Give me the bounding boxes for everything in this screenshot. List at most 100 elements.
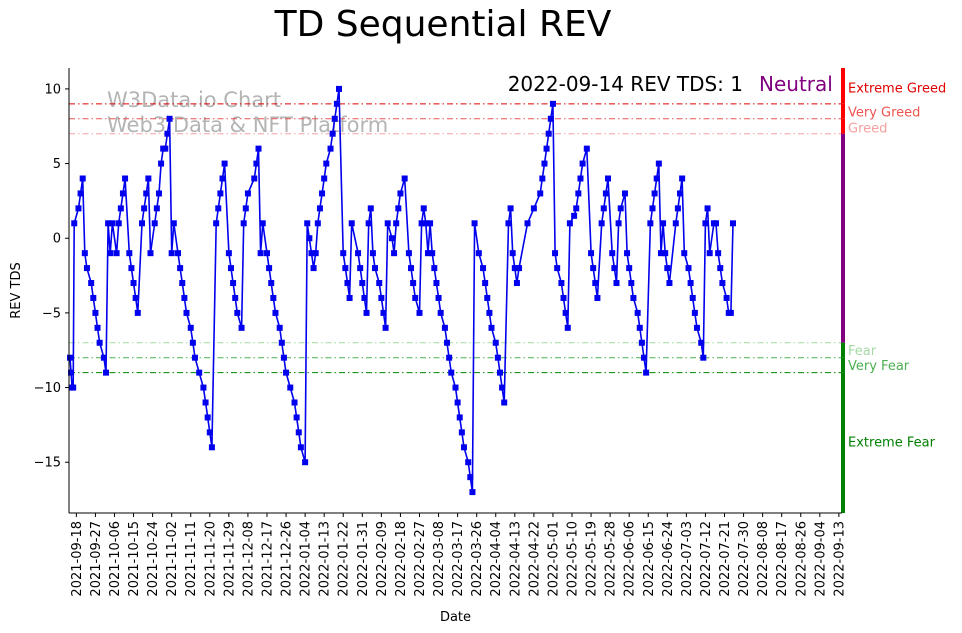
data-point	[327, 145, 334, 152]
data-point	[291, 399, 298, 406]
data-point	[196, 369, 203, 376]
data-point	[71, 220, 78, 227]
data-point	[471, 220, 478, 227]
data-point	[630, 294, 637, 301]
data-point	[181, 294, 188, 301]
data-point	[412, 294, 419, 301]
data-point	[128, 265, 135, 272]
data-point	[361, 294, 368, 301]
data-point	[549, 100, 556, 107]
data-point	[579, 160, 586, 167]
data-point	[657, 250, 664, 257]
data-point	[168, 250, 175, 257]
data-point	[336, 85, 343, 92]
y-tick-label: −15	[34, 456, 61, 471]
data-point	[145, 175, 152, 182]
data-point	[583, 145, 590, 152]
data-point	[70, 384, 77, 391]
data-point	[621, 190, 628, 197]
data-point	[649, 205, 656, 212]
data-point	[227, 265, 234, 272]
data-point	[115, 220, 122, 227]
data-point	[107, 250, 114, 257]
data-point	[312, 250, 319, 257]
x-tick-label: 2021-11-11	[184, 521, 199, 597]
x-tick-label: 2021-11-20	[203, 521, 218, 597]
data-point	[251, 175, 258, 182]
data-point	[641, 354, 648, 361]
data-point	[681, 250, 688, 257]
data-point	[380, 309, 387, 316]
data-point	[717, 265, 724, 272]
data-point	[259, 220, 266, 227]
data-point	[685, 265, 692, 272]
data-point	[560, 294, 567, 301]
data-point	[130, 280, 137, 287]
data-point	[698, 339, 705, 346]
x-tick-label: 2021-11-29	[222, 521, 237, 597]
data-point	[244, 190, 251, 197]
data-point	[431, 265, 438, 272]
data-point	[575, 190, 582, 197]
data-point	[139, 220, 146, 227]
data-point	[573, 205, 580, 212]
data-point	[530, 205, 537, 212]
x-tick-label: 2021-10-15	[127, 521, 142, 597]
x-tick-label: 2021-11-02	[165, 521, 180, 597]
zone-bar	[841, 357, 845, 373]
data-point	[441, 324, 448, 331]
x-tick-label: 2022-02-27	[413, 521, 428, 597]
data-point	[369, 250, 376, 257]
y-tick-label: 5	[53, 157, 61, 172]
data-point	[655, 160, 662, 167]
data-point	[467, 474, 474, 481]
data-point	[435, 294, 442, 301]
data-point	[617, 205, 624, 212]
data-point	[363, 309, 370, 316]
x-tick-label: 2022-04-22	[527, 521, 542, 597]
data-point	[122, 175, 129, 182]
data-point	[427, 220, 434, 227]
data-point	[437, 309, 444, 316]
data-point	[67, 354, 73, 361]
x-tick-label: 2022-03-17	[451, 521, 466, 597]
data-point	[408, 265, 415, 272]
data-point	[405, 250, 412, 257]
data-point	[653, 175, 660, 182]
data-point	[598, 220, 605, 227]
data-point	[719, 280, 726, 287]
x-tick-label: 2022-07-03	[680, 521, 695, 597]
data-point	[81, 250, 88, 257]
data-point	[310, 265, 317, 272]
x-tick-label: 2021-12-26	[280, 521, 295, 597]
data-point	[242, 205, 249, 212]
status-label: 2022-09-14 REV TDS: 1	[508, 72, 743, 96]
data-point	[475, 250, 482, 257]
data-point	[429, 250, 436, 257]
data-point	[602, 190, 609, 197]
data-point	[206, 429, 213, 436]
data-point	[554, 265, 561, 272]
data-point	[689, 294, 696, 301]
data-point	[511, 265, 518, 272]
x-tick-label: 2021-12-08	[241, 521, 256, 597]
data-point	[187, 324, 194, 331]
data-point	[96, 339, 103, 346]
data-point	[505, 220, 512, 227]
status-sentiment: Neutral	[759, 72, 833, 96]
data-point	[458, 429, 465, 436]
data-point	[594, 294, 601, 301]
data-point	[600, 205, 607, 212]
data-point	[119, 190, 126, 197]
data-point	[357, 265, 364, 272]
data-point	[113, 250, 120, 257]
data-point	[109, 220, 116, 227]
data-point	[272, 309, 279, 316]
data-point	[314, 220, 321, 227]
x-tick-label: 2021-10-24	[146, 521, 161, 597]
data-point	[342, 265, 349, 272]
data-point	[562, 309, 569, 316]
data-point	[257, 250, 264, 257]
y-axis-label: REV TDS	[9, 262, 24, 318]
data-point	[283, 369, 290, 376]
